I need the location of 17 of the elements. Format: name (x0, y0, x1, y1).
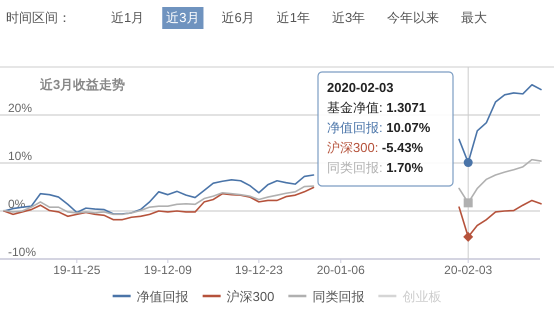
y-tick-label: 20% (8, 101, 32, 115)
x-tick-label: 19-12-09 (144, 263, 192, 277)
annotation: 2020-02-03 (327, 80, 394, 95)
x-tick-label: 19-12-23 (234, 263, 284, 277)
y-tick-label: 10% (8, 149, 32, 163)
x-tick-label: 20-01-06 (316, 263, 366, 277)
annotation: 沪深300: -5.43% (327, 140, 424, 155)
x-tick-label: 19-11-25 (53, 263, 101, 277)
legend-label: 净值回报 (136, 289, 189, 304)
legend-label: 同类回报 (312, 289, 364, 304)
y-tick-label: -10% (8, 245, 36, 259)
legend-label: 沪深300 (226, 289, 274, 304)
annotation: 基金净值: 1.3071 (327, 100, 426, 115)
annotation: 净值回报: 10.07% (327, 120, 431, 135)
annotation: 同类回报: 1.70% (327, 160, 424, 175)
text: 近3月收益走势 (39, 77, 126, 92)
x-tick-label: 20-02-03 (444, 263, 493, 277)
